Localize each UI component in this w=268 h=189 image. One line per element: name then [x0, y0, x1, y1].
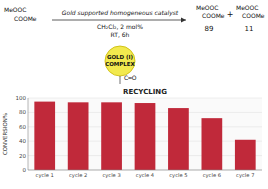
annotation: MeOOC	[4, 6, 27, 13]
annotation: MeOOC	[196, 4, 219, 11]
y-tick-label: 20	[19, 153, 26, 159]
annotation: CH₂Cl₂, 2 mol%	[97, 23, 143, 30]
bar	[101, 102, 122, 170]
reaction-arrow-head	[181, 18, 186, 23]
x-tick-label: cycle 4	[136, 172, 155, 179]
annotation: COMPLEX	[105, 61, 135, 67]
y-tick-label: 0	[23, 167, 27, 173]
annotation: RT, 6h	[111, 31, 130, 38]
gold-ball	[105, 46, 135, 76]
x-tick-label: cycle 7	[236, 172, 254, 179]
y-axis-line	[28, 98, 29, 170]
bar	[201, 118, 222, 170]
chart-title: RECYCLING	[123, 88, 167, 96]
annotation: C═O	[124, 74, 137, 81]
x-tick-label: cycle 3	[102, 172, 120, 179]
bar	[68, 102, 89, 170]
reaction-arrow	[52, 20, 186, 21]
bar	[34, 102, 55, 170]
x-axis-line	[28, 170, 262, 171]
bar	[135, 103, 156, 170]
bar	[235, 140, 256, 170]
y-tick-label: 60	[19, 124, 26, 130]
x-tick-label: cycle 1	[36, 172, 54, 179]
bar-chart: RECYCLING CONVERSION% 0 20 40 60 80 100 cycle 1 c…	[2, 88, 262, 179]
annotation: 11	[245, 25, 254, 33]
bar	[168, 108, 189, 170]
x-tick-label: cycle 2	[69, 172, 87, 179]
x-tick-label: cycle 5	[169, 172, 187, 179]
bars	[34, 102, 255, 170]
grid-line	[28, 98, 262, 99]
y-tick-label: 100	[16, 95, 27, 101]
annotation: MeOOC	[236, 4, 259, 11]
annotation: COOMe	[242, 12, 265, 19]
y-tick-label: 40	[19, 138, 26, 144]
chart: GOLD (I)COMPLEX Gold supported homogeneou…	[0, 0, 268, 189]
y-axis-label: CONVERSION%	[2, 113, 8, 155]
linker-line	[120, 76, 121, 84]
annotation: +	[227, 10, 234, 19]
reaction-scheme: GOLD (I)COMPLEX Gold supported homogeneou…	[4, 4, 265, 84]
annotation: 89	[205, 25, 214, 33]
plot-area	[28, 98, 262, 170]
annotation: GOLD (I)	[107, 54, 134, 60]
annotation: Gold supported homogeneous catalyst	[62, 9, 179, 17]
annotation: COOMe	[202, 12, 225, 19]
annotation: COOMe	[14, 15, 37, 22]
y-tick-label: 80	[19, 109, 26, 115]
x-tick-label: cycle 6	[203, 172, 221, 179]
